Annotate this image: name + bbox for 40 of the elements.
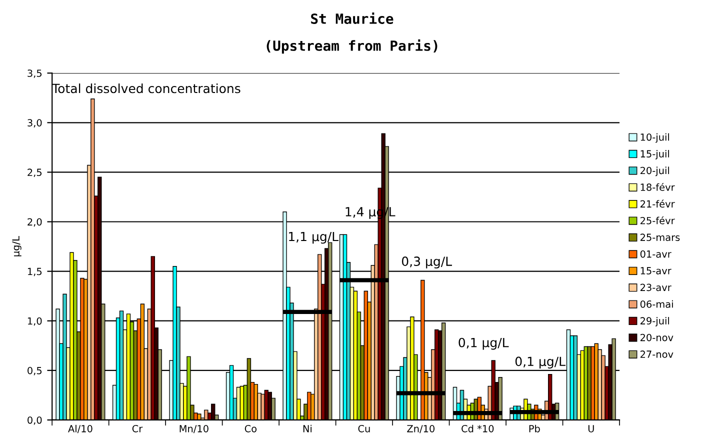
legend-label: 25-mars: [640, 234, 680, 241]
y-tick-label: 0,5: [28, 366, 42, 376]
legend-label: 15-juil: [640, 150, 670, 160]
x-tick-label: Pb: [529, 424, 540, 432]
x-tick-label: Zn/10: [407, 424, 435, 434]
legend-label: 21-févr: [640, 200, 675, 208]
x-tick-label: Mn/10: [180, 424, 208, 434]
annotation: 1,1 µg/L: [289, 232, 338, 244]
legend-label: 06-mai: [640, 300, 673, 308]
x-tick-label: Co: [244, 424, 257, 432]
legend-label: 27-nov: [640, 350, 674, 358]
annotation: 0,3 µg/L: [402, 256, 452, 268]
y-tick-label: 0,0: [28, 416, 42, 425]
legend-label: 20-juil: [640, 166, 670, 176]
y-axis-title: µg/L: [12, 236, 22, 256]
legend-label: 10-juil: [640, 133, 670, 143]
y-tick-label: 2,0: [28, 218, 42, 227]
legend-label: 01-avr: [640, 250, 672, 258]
legend-label: 29-juil: [640, 316, 670, 326]
y-tick-label: 1,5: [28, 268, 42, 276]
y-tick-label: 3,5: [28, 70, 42, 78]
x-tick-label: U: [588, 425, 594, 432]
legend-label: 15-avr: [640, 267, 672, 274]
chart-title: St Maurice: [311, 12, 394, 24]
legend-label: 25-févr: [640, 216, 675, 224]
y-tick-label: 1,0: [28, 317, 42, 326]
annotation: 0,1 µg/L: [515, 356, 566, 369]
y-tick-label: 3,0: [28, 119, 42, 128]
legend-label: 23-avr: [640, 284, 672, 292]
x-tick-label: Al/10: [68, 424, 92, 434]
chart-subtitle: (Upstream from Paris): [266, 39, 438, 54]
x-tick-label: Cu: [358, 424, 370, 432]
x-tick-label: Ni: [303, 424, 312, 432]
x-tick-label: Cr: [132, 424, 143, 432]
legend-label: 18-févr: [640, 182, 675, 191]
legend-label: 20-nov: [640, 334, 674, 342]
y-tick-label: 2,5: [28, 168, 42, 178]
annotation: Total dissolved concentrations: [52, 84, 240, 94]
x-tick-label: Cd *10: [462, 424, 494, 432]
annotation: 0,1 µg/L: [458, 338, 509, 350]
